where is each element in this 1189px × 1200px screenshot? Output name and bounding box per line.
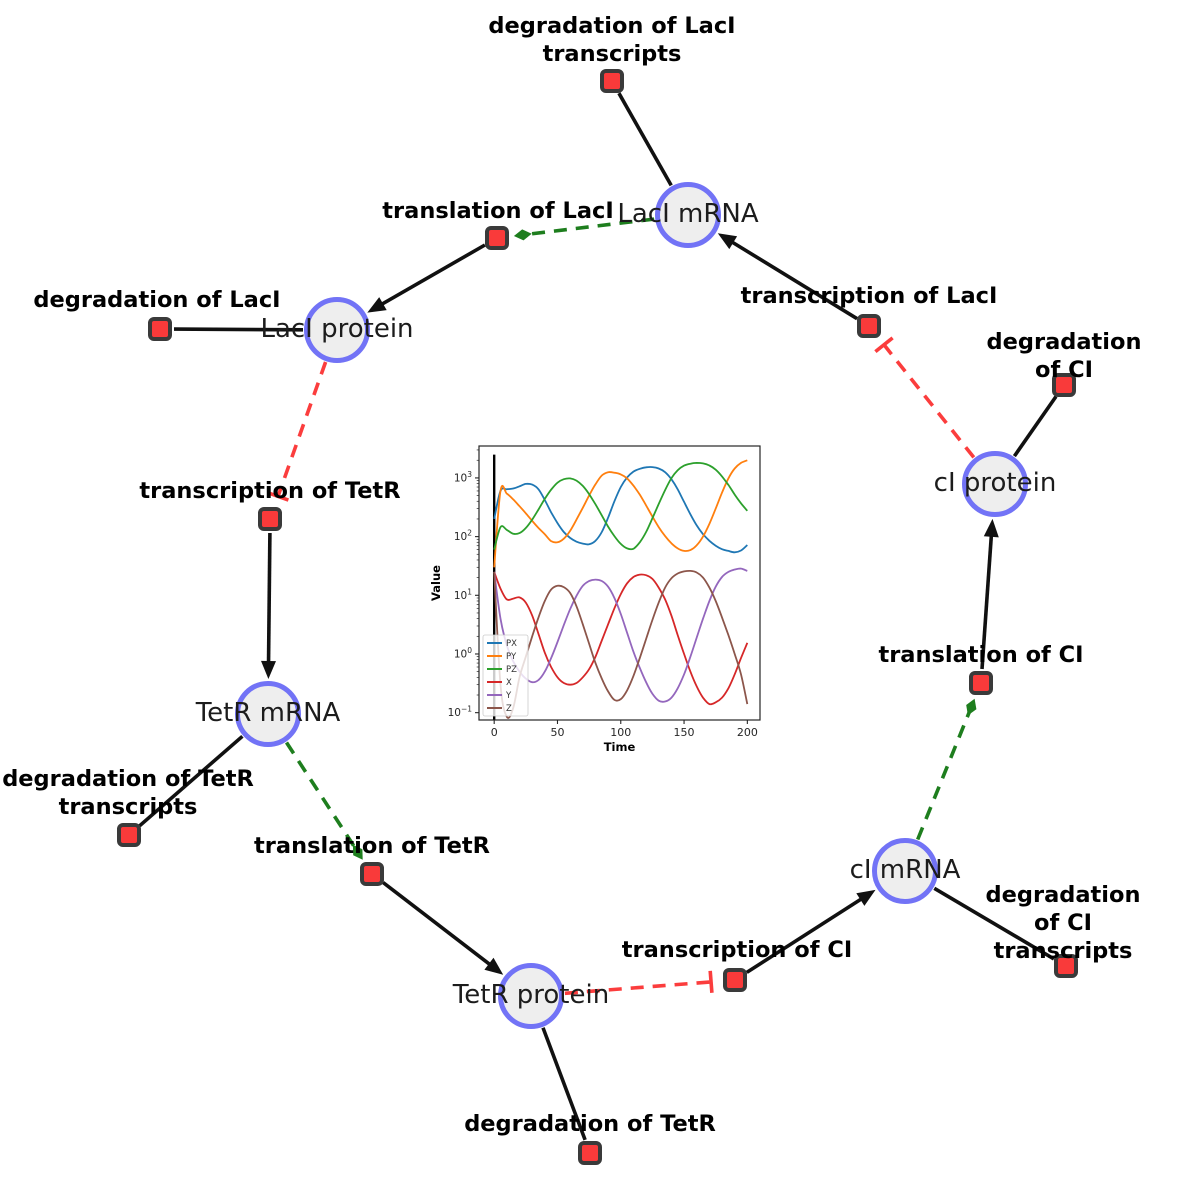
reaction-label-degradation-of-laci: degradation of LacI — [33, 287, 281, 314]
species-node-ci-protein — [962, 451, 1028, 517]
edge-production-transcription-of-tetr-to-tetr-mrna — [266, 532, 272, 667]
species-label-laci-protein: LacI protein — [260, 314, 414, 345]
reaction-node-degradation-of-laci-transcripts — [600, 69, 624, 93]
y-tick-label: 102 — [454, 529, 472, 544]
reaction-node-transcription-of-tetr — [258, 507, 282, 531]
x-tick-label: 0 — [491, 726, 498, 739]
legend-label-y: Y — [505, 691, 512, 701]
x-tick-label: 50 — [550, 726, 564, 739]
arrowhead-icon — [367, 297, 387, 313]
species-label-ci-protein: cI protein — [933, 468, 1057, 499]
series-curve-y — [493, 567, 748, 703]
reaction-label-degradation-of-ci-transcripts: degradation of CI transcripts — [985, 882, 1141, 964]
legend-label-pz: PZ — [506, 665, 517, 675]
reaction-label-degradation-of-ci: degradation of CI — [986, 329, 1142, 383]
reaction-node-degradation-of-ci — [1052, 373, 1076, 397]
series-curve-x — [493, 571, 749, 706]
arrowhead-icon — [484, 957, 504, 975]
reaction-node-transcription-of-laci — [857, 314, 881, 338]
reaction-label-transcription-of-ci: transcription of CI — [621, 937, 853, 964]
plot-frame — [478, 445, 761, 721]
modifier-diamond-icon — [966, 698, 977, 716]
edge-consumption-ci-protein-to-degradation-of-ci — [1012, 395, 1058, 458]
series-curve-py — [493, 459, 748, 568]
x-tick-label: 150 — [674, 726, 695, 739]
species-label-laci-mrna: LacI mRNA — [617, 199, 759, 230]
reaction-label-translation-of-tetr: translation of TetR — [254, 833, 490, 860]
reaction-node-degradation-of-tetr — [578, 1141, 602, 1165]
arrowhead-icon — [261, 660, 276, 679]
reaction-label-translation-of-ci: translation of CI — [878, 642, 1084, 669]
inhibition-tbar-icon — [267, 491, 290, 502]
edge-consumption-laci-protein-to-degradation-of-laci — [173, 327, 304, 332]
species-node-laci-mrna — [655, 182, 721, 248]
reaction-label-degradation-of-tetr: degradation of TetR — [464, 1111, 716, 1138]
edge-production-translation-of-tetr-to-tetr-protein — [382, 881, 494, 969]
reaction-node-translation-of-ci — [969, 671, 993, 695]
time-series-inset-plot: 10−1 100 101 102 103 0 50 100 150 200 Time Value PX P… — [430, 445, 761, 754]
species-label-tetr-mrna: TetR mRNA — [195, 698, 341, 729]
reaction-node-degradation-of-tetr-transcripts — [117, 823, 141, 847]
legend-label-z: Z — [506, 704, 512, 714]
y-tick-label: 10−1 — [448, 705, 473, 720]
reaction-node-translation-of-tetr — [360, 862, 384, 886]
arrowhead-icon — [856, 889, 876, 906]
y-axis-label: Value — [430, 565, 443, 601]
edge-production-transcription-of-laci-to-laci-mrna — [727, 238, 859, 321]
legend-label-x: X — [506, 678, 512, 688]
series-curve-px — [493, 466, 748, 554]
x-tick-label: 100 — [610, 726, 631, 739]
edge-production-transcription-of-ci-to-ci-mrna — [745, 895, 866, 974]
species-label-ci-mrna: cI mRNA — [849, 855, 961, 886]
legend-label-py: PY — [506, 652, 517, 662]
reaction-label-translation-of-laci: translation of LacI — [382, 198, 614, 225]
edge-production-translation-of-ci-to-ci-protein — [980, 531, 994, 670]
y-tick-label: 101 — [454, 587, 472, 602]
edge-consumption-laci-mrna-to-degradation-of-laci-transcripts — [617, 92, 673, 187]
edge-consumption-tetr-mrna-to-degradation-of-tetr-transcripts — [138, 734, 244, 828]
reaction-node-translation-of-laci — [485, 226, 509, 250]
edge-consumption-tetr-protein-to-degradation-of-tetr — [541, 1027, 587, 1141]
reaction-node-transcription-of-ci — [723, 968, 747, 992]
edge-modifier-ci-mrna-to-translation-of-ci — [916, 710, 972, 841]
species-node-tetr-mrna — [235, 681, 301, 747]
y-tick-label: 103 — [454, 470, 472, 485]
reaction-node-degradation-of-laci — [148, 317, 172, 341]
y-tick-label: 100 — [454, 646, 472, 661]
edge-production-translation-of-laci-to-laci-protein — [377, 243, 486, 308]
inhibition-tbar-icon — [874, 336, 894, 354]
reaction-label-transcription-of-tetr: transcription of TetR — [139, 478, 401, 505]
arrowhead-icon — [983, 518, 999, 538]
series-curve-pz — [493, 462, 748, 551]
edge-inhibition-ci-protein-to-transcription-of-laci — [882, 343, 976, 459]
reaction-label-degradation-of-laci-transcripts: degradation of LacI transcripts — [488, 13, 736, 67]
x-axis-label: Time — [604, 740, 636, 754]
edge-inhibition-tetr-protein-to-transcription-of-ci — [564, 980, 712, 996]
reaction-label-degradation-of-tetr-transcripts: degradation of TetR transcripts — [2, 766, 254, 820]
species-node-tetr-protein — [498, 963, 564, 1029]
species-node-laci-protein — [304, 297, 370, 363]
modifier-diamond-icon — [352, 844, 363, 860]
series-curve-z — [493, 569, 749, 719]
reaction-label-transcription-of-laci: transcription of LacI — [740, 283, 998, 310]
modifier-diamond-icon — [513, 229, 532, 241]
inhibition-tbar-icon — [708, 970, 714, 993]
arrowhead-icon — [717, 233, 738, 250]
edge-inhibition-laci-protein-to-transcription-of-tetr — [276, 361, 328, 498]
x-tick-label: 200 — [737, 726, 758, 739]
edge-consumption-ci-mrna-to-degradation-of-ci-transcripts — [933, 886, 1055, 961]
species-label-tetr-protein: TetR protein — [452, 980, 610, 1011]
species-node-ci-mrna — [872, 838, 938, 904]
legend-label-px: PX — [506, 639, 517, 649]
reaction-node-degradation-of-ci-transcripts — [1054, 954, 1078, 978]
